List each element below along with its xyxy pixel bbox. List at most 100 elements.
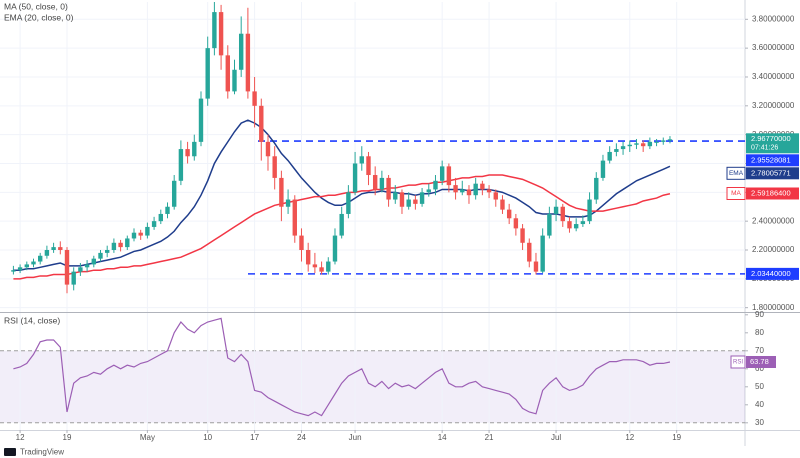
x-tick-label: 19 xyxy=(672,433,681,442)
candle-body xyxy=(98,252,103,259)
candle-body xyxy=(178,149,184,181)
candle-body xyxy=(553,206,559,214)
y-tick-label: 1.80000000 xyxy=(752,303,795,312)
candle-body xyxy=(24,264,29,268)
candle-body xyxy=(185,149,190,157)
candle-body xyxy=(272,156,277,178)
candle-body xyxy=(500,199,505,210)
y-tick-label: 3.40000000 xyxy=(752,72,795,81)
series-tag-box xyxy=(726,186,746,200)
candle-body xyxy=(91,258,96,265)
candle-body xyxy=(446,166,452,186)
candle-body xyxy=(453,185,458,193)
candle-body xyxy=(520,228,525,243)
candle-body xyxy=(104,250,110,253)
candle-body xyxy=(533,261,539,272)
candle-body xyxy=(413,199,418,204)
candle-body xyxy=(406,199,411,207)
candle-body xyxy=(44,250,50,256)
candle-body xyxy=(131,232,137,239)
candle-body xyxy=(647,141,653,147)
candle-body xyxy=(232,69,237,92)
candle-body xyxy=(165,206,170,214)
candle-body xyxy=(506,209,512,219)
candle-body xyxy=(439,166,445,181)
candle-body xyxy=(125,238,130,248)
x-tick-label: 10 xyxy=(203,433,212,442)
candle-body xyxy=(627,144,632,147)
candle-body xyxy=(212,12,217,49)
candle-body xyxy=(466,189,472,196)
candle-body xyxy=(111,242,117,250)
candle-body xyxy=(594,177,599,200)
candle-body xyxy=(259,105,264,142)
x-tick-label: 12 xyxy=(625,433,634,442)
y-tick-label: 40 xyxy=(755,400,764,409)
candle-body xyxy=(279,177,284,207)
candle-body xyxy=(252,91,257,106)
candle-body xyxy=(419,192,425,204)
price-label: 2.95528081 xyxy=(751,155,791,164)
x-tick-label: May xyxy=(140,433,155,442)
candle-body xyxy=(118,242,123,248)
candle-body xyxy=(11,270,16,272)
y-tick-label: 50 xyxy=(755,382,764,391)
indicator-line xyxy=(13,119,671,271)
candle-body xyxy=(480,183,485,190)
candle-body xyxy=(493,192,498,200)
candle-body xyxy=(78,267,83,272)
candle-body xyxy=(540,235,545,272)
rsi-value-box xyxy=(746,355,776,368)
candle-body xyxy=(339,213,344,236)
candle-body xyxy=(319,267,324,272)
rsi-band xyxy=(0,350,745,423)
candle-body xyxy=(359,156,364,164)
candle-body xyxy=(218,12,224,56)
price-label-box xyxy=(746,267,799,280)
candle-body xyxy=(473,183,478,196)
footer-text: TradingView xyxy=(20,448,64,457)
x-tick-label: 12 xyxy=(16,433,25,442)
candle-body xyxy=(138,232,143,236)
candle-body xyxy=(312,264,318,268)
last-price-box xyxy=(746,133,799,154)
x-tick-label: 19 xyxy=(63,433,72,442)
rsi-legend: RSI (14, close) xyxy=(4,315,60,325)
series-tag: MA xyxy=(731,190,741,197)
candle-body xyxy=(379,177,385,190)
series-value: 2.78005771 xyxy=(751,168,791,177)
candle-body xyxy=(527,242,532,262)
candle-body xyxy=(158,213,163,222)
legend-entry: MA (50, close, 0) xyxy=(4,1,68,11)
rsi-tag: RSI xyxy=(733,360,743,366)
candle-body xyxy=(299,235,304,250)
candle-body xyxy=(198,98,204,142)
candle-body xyxy=(567,221,572,229)
candle-body xyxy=(17,267,23,271)
x-tick-label: 21 xyxy=(485,433,494,442)
candle-body xyxy=(58,247,63,250)
candle-body xyxy=(225,55,230,92)
candle-body xyxy=(614,149,619,152)
candle-body xyxy=(265,141,271,157)
rsi-line xyxy=(13,317,671,417)
candle-body xyxy=(171,180,177,207)
candle-body xyxy=(238,33,244,70)
candle-body xyxy=(145,226,150,236)
rsi-tag-box xyxy=(730,355,746,369)
candle-body xyxy=(51,247,56,250)
indicator-line xyxy=(13,174,671,280)
candle-body xyxy=(486,189,492,193)
candle-body xyxy=(640,143,646,147)
candle-body xyxy=(547,213,552,236)
candle-body xyxy=(292,199,297,236)
candle-body xyxy=(580,221,586,225)
series-tag-box xyxy=(726,166,746,180)
candle-body xyxy=(654,141,659,143)
candle-body xyxy=(513,218,519,229)
candle-body xyxy=(460,189,465,193)
x-tick-label: 24 xyxy=(297,433,306,442)
price-label-box xyxy=(746,154,799,167)
y-tick-label: 60 xyxy=(755,364,764,373)
